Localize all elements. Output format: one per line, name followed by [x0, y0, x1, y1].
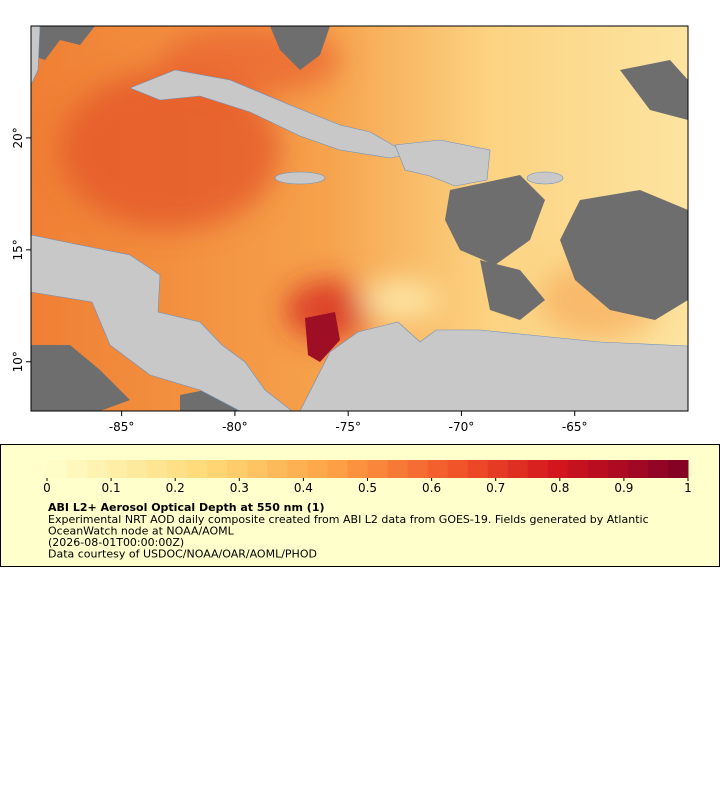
- colorbar-step: [187, 460, 208, 478]
- colorbar-step: [627, 460, 649, 478]
- x-tick-label: -70°: [449, 420, 475, 434]
- colorbar-step: [667, 460, 689, 478]
- colorbar-step: [427, 460, 449, 478]
- colorbar-step: [47, 460, 68, 478]
- colorbar-step: [467, 460, 489, 478]
- colorbar-step: [507, 460, 529, 478]
- colorbar-tick-label: 0: [43, 481, 51, 495]
- colorbar-step: [107, 460, 128, 478]
- colorbar-step: [407, 460, 429, 478]
- legend-line: Data courtesy of USDOC/NOAA/OAR/AOML/PHO…: [48, 548, 317, 561]
- colorbar-step: [647, 460, 669, 478]
- colorbar-step: [527, 460, 549, 478]
- colorbar-step: [247, 460, 268, 478]
- x-tick-label: -80°: [222, 420, 248, 434]
- colorbar-step: [227, 460, 248, 478]
- colorbar-step: [167, 460, 188, 478]
- map: [31, 26, 688, 411]
- colorbar-step: [287, 460, 308, 478]
- colorbar-step: [307, 460, 328, 478]
- colorbar-step: [207, 460, 228, 478]
- colorbar-step: [87, 460, 108, 478]
- x-tick-label: -65°: [562, 420, 588, 434]
- legend-line: (2026-08-01T00:00:00Z): [48, 536, 184, 549]
- colorbar-step: [487, 460, 509, 478]
- aod-peak: [305, 312, 340, 362]
- colorbar-step: [587, 460, 609, 478]
- clouds: [31, 26, 688, 411]
- y-tick-label: 10°: [11, 351, 25, 372]
- y-tick-label: 20°: [11, 127, 25, 148]
- land: [31, 26, 688, 411]
- colorbar-tick-label: 0.4: [294, 481, 313, 495]
- colorbar-step: [327, 460, 348, 478]
- legend-title: ABI L2+ Aerosol Optical Depth at 550 nm …: [48, 501, 325, 514]
- colorbar-step: [447, 460, 469, 478]
- legend-line: Experimental NRT AOD daily composite cre…: [48, 513, 649, 526]
- colorbar-step: [567, 460, 589, 478]
- colorbar-step: [147, 460, 168, 478]
- colorbar-step: [547, 460, 569, 478]
- colorbar-step: [267, 460, 288, 478]
- colorbar-step: [387, 460, 409, 478]
- colorbar-tick-label: 0.9: [614, 481, 633, 495]
- colorbar-tick-label: 0.8: [550, 481, 569, 495]
- colorbar-tick-label: 1: [684, 481, 692, 495]
- colorbar-tick-label: 0.6: [422, 481, 441, 495]
- colorbar-tick-label: 0.7: [486, 481, 505, 495]
- colorbar-tick-label: 0.3: [230, 481, 249, 495]
- x-tick-label: -75°: [335, 420, 361, 434]
- colorbar-tick-label: 0.1: [102, 481, 121, 495]
- colorbar-step: [67, 460, 88, 478]
- colorbar-tick-label: 0.2: [166, 481, 185, 495]
- map-frame: [30, 25, 689, 412]
- colorbar-step: [367, 460, 389, 478]
- x-tick-label: -85°: [109, 420, 135, 434]
- colorbar-tick-label: 0.5: [358, 481, 377, 495]
- colorbar-step: [127, 460, 148, 478]
- y-tick-label: 15°: [11, 239, 25, 260]
- colorbar-step: [347, 460, 368, 478]
- legend-line: OceanWatch node at NOAA/AOML: [48, 525, 235, 538]
- colorbar-step: [607, 460, 629, 478]
